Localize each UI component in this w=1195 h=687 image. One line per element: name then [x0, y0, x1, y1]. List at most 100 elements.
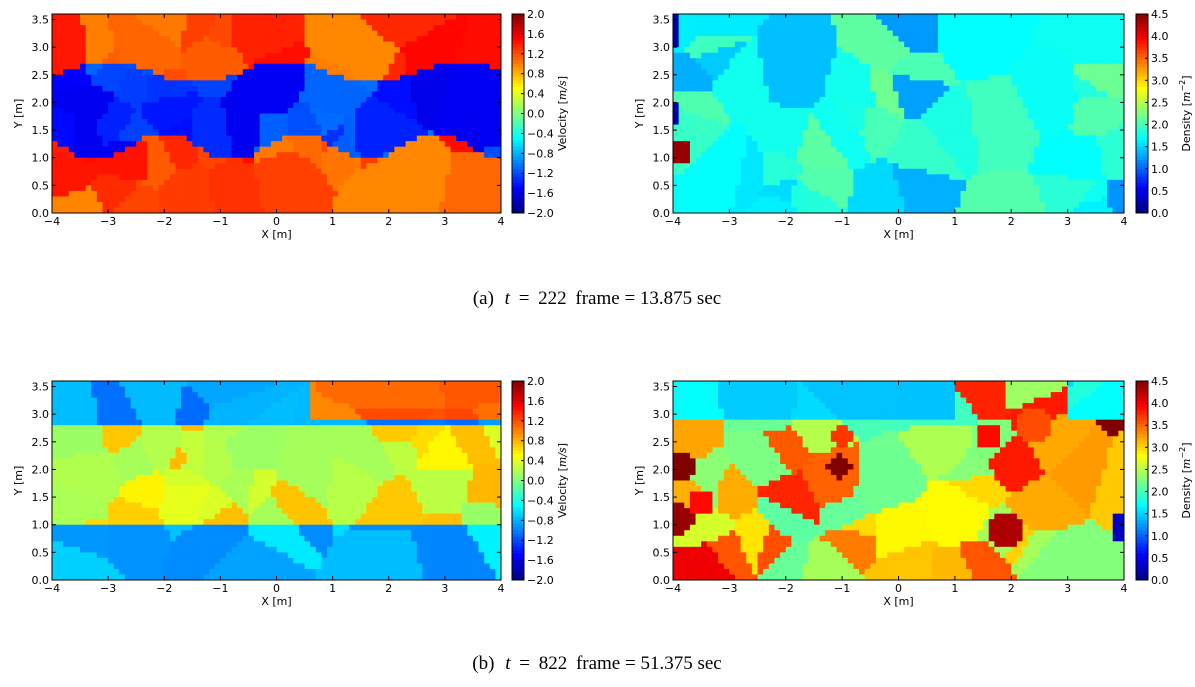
heatmap-cell: [836, 58, 843, 65]
heatmap-cell: [203, 157, 210, 164]
heatmap-cell: [1045, 63, 1052, 70]
heatmap-cell: [1005, 69, 1012, 76]
heatmap-cell: [478, 85, 485, 92]
heatmap-cell: [836, 36, 843, 43]
heatmap-cell: [729, 19, 736, 26]
heatmap-cell: [1050, 63, 1057, 70]
heatmap-cell: [1045, 41, 1052, 48]
heatmap-cell: [909, 119, 916, 125]
heatmap-cell: [399, 102, 406, 109]
heatmap-cell: [1033, 113, 1040, 120]
heatmap-cell: [489, 85, 496, 92]
heatmap-cell: [740, 19, 747, 26]
heatmap-cell: [797, 52, 804, 59]
heatmap-cell: [954, 119, 961, 125]
heatmap-cell: [74, 146, 81, 153]
heatmap-cell: [136, 152, 143, 159]
heatmap-cell: [214, 152, 221, 159]
heatmap-cell: [399, 119, 406, 125]
heatmap-cell: [949, 85, 956, 92]
heatmap-cell: [870, 107, 877, 114]
heatmap-cell: [197, 30, 204, 37]
heatmap-cell: [461, 168, 468, 175]
heatmap-cell: [276, 74, 283, 81]
heatmap-cell: [988, 74, 995, 81]
heatmap-cell: [399, 30, 406, 37]
colorbar-segment: [512, 123, 524, 128]
heatmap-cell: [197, 19, 204, 26]
heatmap-cell: [422, 25, 429, 31]
heatmap-cell: [954, 124, 961, 131]
heatmap-cell: [209, 157, 216, 164]
heatmap-cell: [332, 47, 339, 54]
heatmap-cell: [1033, 52, 1040, 59]
heatmap-cell: [864, 19, 871, 26]
heatmap-cell: [52, 146, 59, 153]
heatmap-cell: [327, 185, 334, 192]
heatmap-cell: [1090, 47, 1097, 54]
heatmap-cell: [1078, 58, 1085, 65]
heatmap-cell: [1112, 47, 1119, 54]
heatmap-cell: [444, 41, 451, 48]
heatmap-cell: [785, 141, 792, 148]
heatmap-cell: [259, 58, 266, 65]
heatmap-cell: [147, 179, 154, 186]
heatmap-cell: [472, 157, 479, 164]
heatmap-cell: [433, 58, 440, 65]
heatmap-cell: [158, 91, 165, 98]
heatmap-cell: [371, 141, 378, 148]
heatmap-cell: [349, 119, 356, 125]
heatmap-cell: [450, 168, 457, 175]
heatmap-cell: [360, 47, 367, 54]
heatmap-cell: [147, 113, 154, 120]
heatmap-cell: [439, 174, 446, 181]
heatmap-cell: [293, 157, 300, 164]
heatmap-cell: [1028, 30, 1035, 37]
heatmap-cell: [416, 63, 423, 70]
heatmap-cell: [971, 30, 978, 37]
heatmap-cell: [723, 130, 730, 137]
heatmap-cell: [147, 163, 154, 170]
heatmap-cell: [808, 25, 815, 31]
heatmap-cell: [181, 52, 188, 59]
heatmap-cell: [988, 14, 995, 20]
heatmap-cell: [399, 63, 406, 70]
heatmap-cell: [994, 52, 1001, 59]
heatmap-cell: [684, 36, 691, 43]
heatmap-cell: [355, 168, 362, 175]
heatmap-cell: [119, 25, 126, 31]
heatmap-cell: [983, 19, 990, 26]
heatmap-cell: [859, 80, 866, 87]
heatmap-cell: [971, 25, 978, 31]
heatmap-cell: [461, 85, 468, 92]
heatmap-cell: [136, 207, 143, 214]
heatmap-cell: [954, 14, 961, 20]
heatmap-cell: [1016, 102, 1023, 109]
heatmap-cell: [383, 80, 390, 87]
heatmap-cell: [130, 47, 137, 54]
heatmap-cell: [1022, 130, 1029, 137]
heatmap-cell: [808, 14, 815, 20]
heatmap-cell: [80, 124, 87, 131]
heatmap-cell: [153, 124, 160, 131]
heatmap-cell: [684, 25, 691, 31]
heatmap-cell: [153, 47, 160, 54]
heatmap-cell: [1045, 69, 1052, 76]
heatmap-cell: [282, 141, 289, 148]
heatmap-cell: [80, 36, 87, 43]
heatmap-cell: [164, 168, 171, 175]
heatmap-cell: [1011, 36, 1018, 43]
heatmap-cell: [729, 102, 736, 109]
heatmap-cell: [141, 157, 148, 164]
heatmap-cell: [153, 102, 160, 109]
heatmap-cell: [1101, 47, 1108, 54]
heatmap-cell: [203, 63, 210, 70]
heatmap-cell: [1090, 91, 1097, 98]
heatmap-cell: [186, 91, 193, 98]
heatmap-cell: [175, 152, 182, 159]
heatmap-cell: [718, 47, 725, 54]
heatmap-cell: [1039, 91, 1046, 98]
heatmap-cell: [673, 107, 680, 114]
heatmap-cell: [489, 141, 496, 148]
heatmap-cell: [842, 141, 849, 148]
